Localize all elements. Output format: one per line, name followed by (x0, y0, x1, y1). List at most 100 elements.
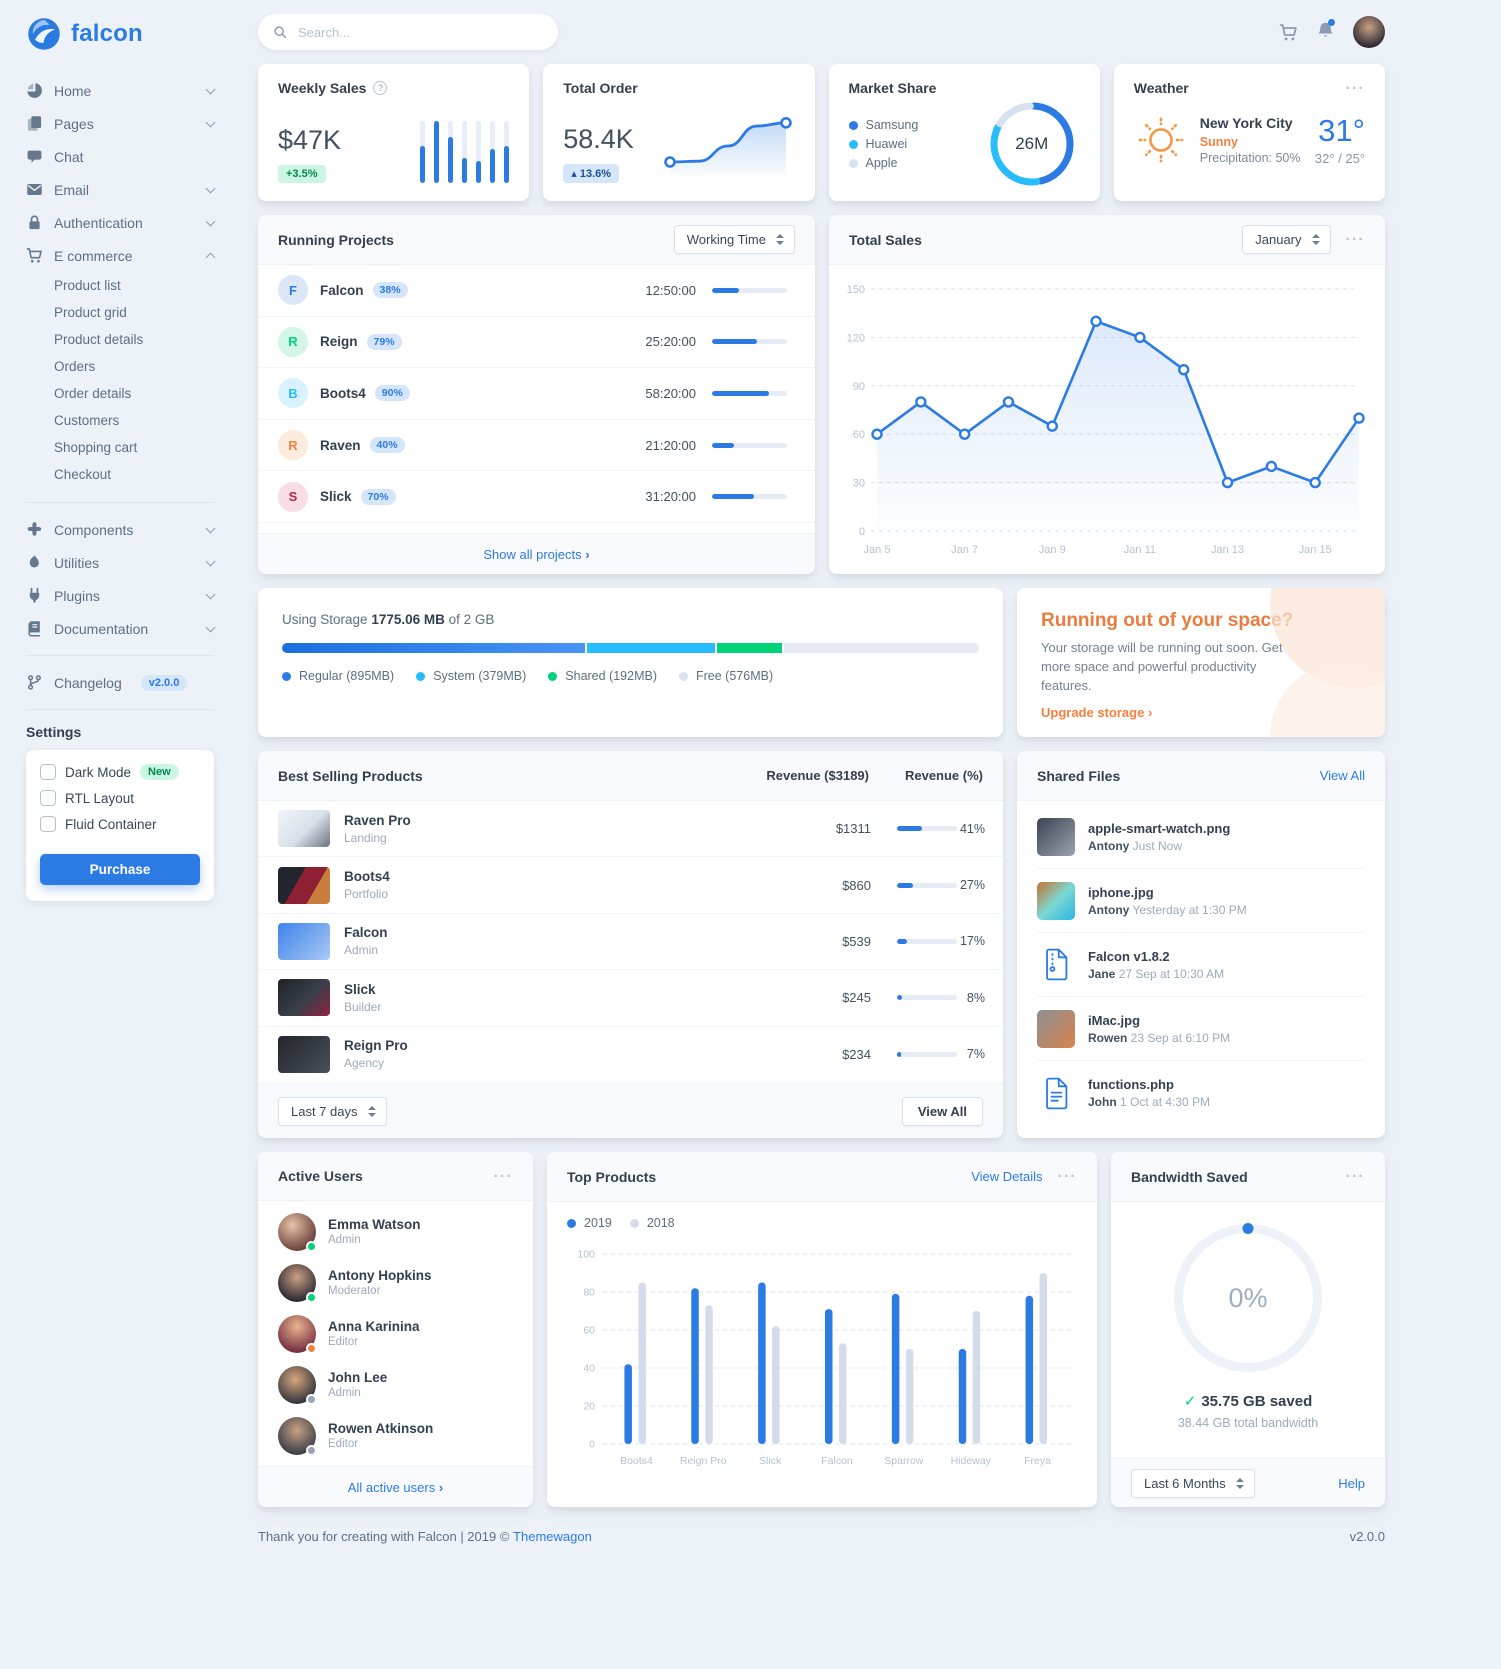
sidebar-subitem-customers[interactable]: Customers (54, 413, 120, 428)
chat-icon (26, 148, 43, 165)
sidebar-subitem-shopping-cart[interactable]: Shopping cart (54, 440, 138, 455)
project-avatar: F (278, 275, 308, 306)
user-avatar[interactable] (1353, 16, 1385, 48)
angle-right-icon: › (585, 546, 590, 562)
file-info: Falcon v1.8.2 Jane 27 Sep at 10:30 AM (1088, 949, 1224, 981)
sidebar-subitem-order-details[interactable]: Order details (54, 386, 132, 401)
project-name-link[interactable]: Reign (320, 334, 358, 350)
setting-label: Fluid Container (65, 816, 157, 832)
sidebar-item-label: Chat (54, 148, 84, 165)
user-name-link[interactable]: John Lee (328, 1370, 388, 1386)
sidebar-item-email[interactable]: Email (26, 173, 216, 206)
svg-text:Falcon: Falcon (821, 1455, 853, 1467)
email-icon (26, 181, 43, 198)
sidebar-item-changelog[interactable]: Changelog v2.0.0 (26, 666, 214, 699)
project-name-link[interactable]: Raven (320, 437, 361, 453)
show-all-projects-link[interactable]: Show all projects › (483, 546, 590, 562)
watch-photo (1037, 817, 1075, 856)
purchase-button[interactable]: Purchase (40, 854, 200, 885)
product-name-link[interactable]: Falcon (344, 925, 388, 941)
storage-segment-free (784, 643, 979, 653)
notifications-button[interactable] (1316, 19, 1335, 43)
sidebar-item-chat[interactable]: Chat (26, 140, 214, 173)
product-name-link[interactable]: Raven Pro (344, 812, 411, 828)
file-name-link[interactable]: iphone.jpg (1088, 884, 1154, 900)
product-name-link[interactable]: Reign Pro (344, 1038, 408, 1054)
user-name-link[interactable]: Anna Karinina (328, 1319, 420, 1335)
card-menu-button[interactable]: ··· (1345, 231, 1365, 248)
card-title: Active Users (278, 1168, 363, 1185)
svg-text:Hideway: Hideway (951, 1455, 992, 1467)
legend-dot (848, 120, 858, 130)
project-name-link[interactable]: Boots4 (320, 385, 366, 401)
card-title: Best Selling Products (278, 767, 423, 784)
shared-files-card: Shared Files View All apple-smart-watch.… (1017, 751, 1385, 1138)
sidebar-item-home[interactable]: Home (26, 74, 216, 107)
app-logo[interactable]: falcon (26, 16, 214, 52)
mini-bar (448, 121, 454, 183)
file-name-link[interactable]: Falcon v1.8.2 (1088, 948, 1170, 964)
card-menu-button[interactable]: ··· (1057, 1168, 1077, 1185)
sidebar-item-plugins[interactable]: Plugins (26, 579, 216, 612)
search-input[interactable] (296, 23, 543, 41)
help-circle-icon[interactable]: ? (373, 81, 388, 95)
working-time-select[interactable]: Working Time (673, 225, 795, 254)
sidebar-subitem-product-grid[interactable]: Product grid (54, 305, 127, 320)
product-revenue-pct: 8% (966, 990, 985, 1005)
weather-temperature: 31° (1318, 113, 1365, 148)
sidebar-item-utilities[interactable]: Utilities (26, 546, 216, 579)
project-name-link[interactable]: Falcon (320, 282, 364, 298)
themewagon-link[interactable]: Themewagon (513, 1529, 592, 1544)
sidebar-subitem-product-details[interactable]: Product details (54, 332, 144, 347)
product-name-link[interactable]: Slick (344, 981, 376, 997)
svg-text:Sparrow: Sparrow (884, 1455, 924, 1467)
all-active-users-link[interactable]: All active users › (347, 1479, 444, 1495)
weather-card: Weather ··· New York City Sunny Precipit… (1113, 64, 1385, 201)
product-category: Builder (344, 999, 382, 1014)
upgrade-storage-link[interactable]: Upgrade storage › (1041, 704, 1153, 720)
last-6-months-select[interactable]: Last 6 Months (1131, 1468, 1255, 1498)
sidebar-item-components[interactable]: Components (26, 513, 216, 546)
user-name-link[interactable]: Rowen Atkinson (328, 1421, 434, 1437)
sidebar-subitem-orders[interactable]: Orders (54, 359, 96, 374)
checkbox-fluid-container[interactable] (40, 816, 56, 832)
svg-text:Reign Pro: Reign Pro (680, 1455, 727, 1467)
checkbox-rtl-layout[interactable] (40, 790, 56, 806)
project-name-link[interactable]: Slick (320, 489, 352, 505)
shopping-cart-icon[interactable] (1279, 23, 1298, 42)
view-details-link[interactable]: View Details (971, 1169, 1043, 1184)
product-revenue-fill (897, 1051, 902, 1057)
product-name-link[interactable]: Boots4 (344, 869, 390, 885)
sidebar-item-documentation[interactable]: Documentation (26, 612, 216, 645)
card-title: Shared Files (1037, 767, 1121, 784)
user-name-link[interactable]: Antony Hopkins (328, 1268, 432, 1284)
mini-bar (462, 121, 468, 183)
file-name-link[interactable]: iMac.jpg (1088, 1012, 1141, 1028)
view-all-button[interactable]: View All (901, 1097, 983, 1126)
help-link[interactable]: Help (1338, 1475, 1365, 1491)
user-row: Emma Watson Admin (258, 1206, 533, 1257)
file-name-link[interactable]: functions.php (1088, 1077, 1174, 1092)
sidebar-item-authentication[interactable]: Authentication (26, 206, 216, 239)
product-category: Agency (344, 1056, 385, 1071)
zip-file-icon (1037, 948, 1075, 981)
card-menu-button[interactable]: ··· (1345, 1168, 1365, 1185)
user-name-link[interactable]: Emma Watson (328, 1217, 421, 1233)
main-content: Weekly Sales ? $47K +3.5% Total Order (258, 0, 1385, 1544)
legend-item-samsung: Samsung (848, 118, 918, 132)
card-menu-button[interactable]: ··· (1345, 79, 1365, 97)
file-name-link[interactable]: apple-smart-watch.png (1088, 820, 1231, 836)
kpi-row: Weekly Sales ? $47K +3.5% Total Order (258, 64, 1385, 201)
checkbox-dark-mode[interactable] (40, 764, 56, 780)
month-select[interactable]: January (1242, 225, 1331, 254)
file-row: apple-smart-watch.png Antony Just Now (1037, 805, 1365, 869)
sidebar-subitem-product-list[interactable]: Product list (54, 278, 121, 293)
sidebar-item-e-commerce[interactable]: E commerce (26, 239, 216, 272)
view-all-files-link[interactable]: View All (1319, 768, 1365, 783)
card-menu-button[interactable]: ··· (493, 1167, 513, 1185)
file-row: iphone.jpg Antony Yesterday at 1:30 PM (1037, 869, 1365, 933)
sidebar-item-pages[interactable]: Pages (26, 107, 216, 140)
project-avatar: B (278, 378, 308, 409)
sidebar-subitem-checkout[interactable]: Checkout (54, 467, 112, 482)
last-7-days-select[interactable]: Last 7 days (278, 1097, 387, 1126)
